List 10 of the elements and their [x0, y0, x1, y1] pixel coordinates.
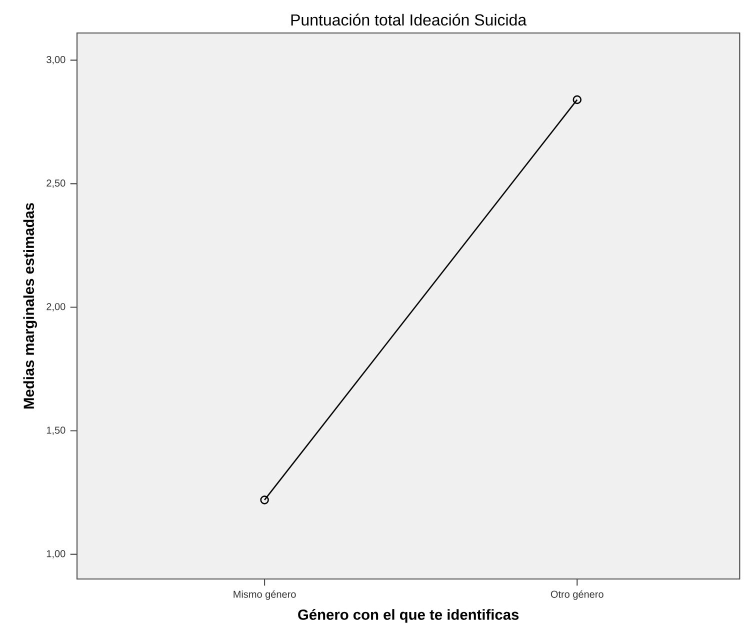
y-tick-label: 3,00: [46, 56, 66, 64]
y-tick-label: 1,00: [46, 550, 66, 558]
y-tick-label: 2,50: [46, 180, 66, 188]
x-tick-label: Otro género: [550, 590, 604, 600]
x-tick-label: Mismo género: [234, 590, 296, 600]
y-axis-title: Medias marginales estimadas: [23, 203, 38, 409]
x-axis-title: Género con el que te identificas: [298, 608, 519, 623]
y-tick-label: 2,00: [46, 303, 66, 312]
chart-title: Puntuación total Ideación Suicida: [291, 14, 527, 26]
y-tick-label: 1,50: [46, 426, 66, 435]
